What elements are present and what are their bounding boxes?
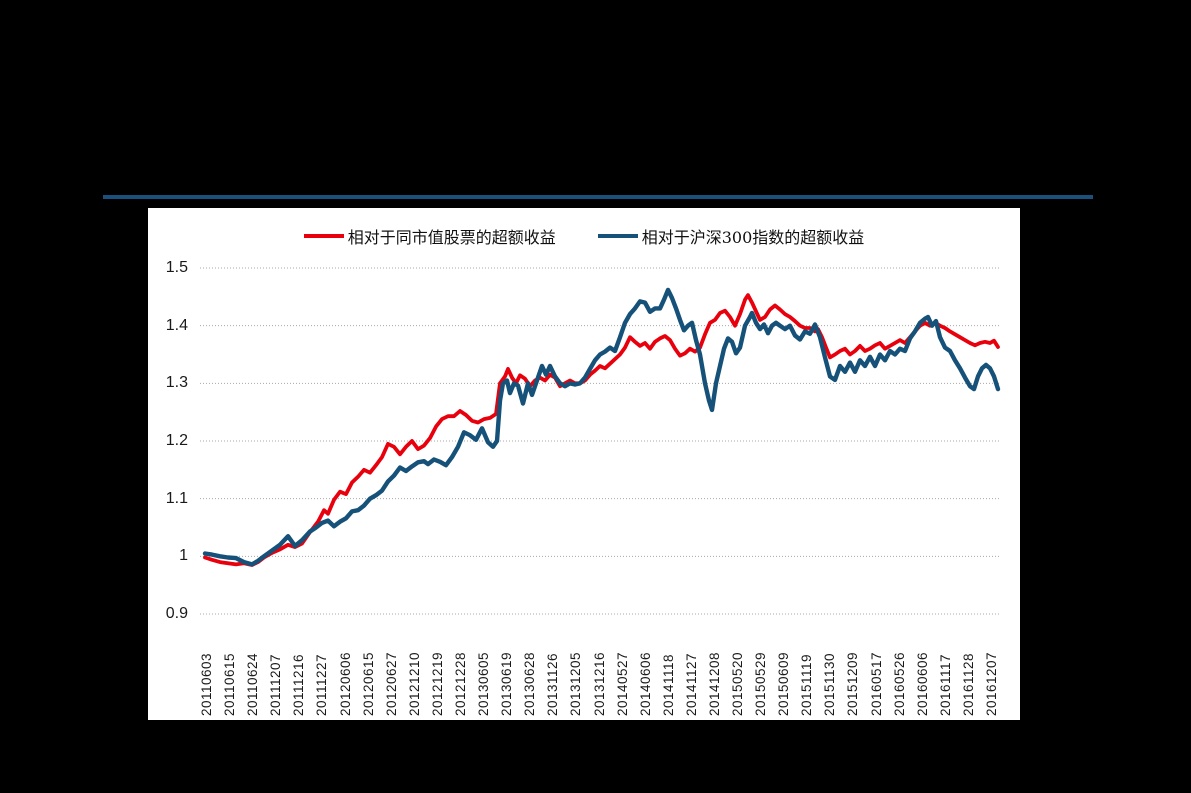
x-axis-tick-label: 20141208	[706, 651, 722, 716]
legend-label: 相对于沪深300指数的超额收益	[641, 228, 865, 247]
x-axis-tick-label: 20131216	[591, 651, 607, 716]
y-axis-tick-label: 1.5	[165, 259, 188, 276]
top-divider-rule	[103, 195, 1093, 199]
series-line-blue	[202, 287, 1001, 567]
x-axis-tick-label: 20120627	[383, 651, 399, 716]
x-axis-tick-label: 20161117	[937, 653, 953, 716]
y-axis-tick-label: 1.3	[165, 374, 188, 392]
legend-item-vs-same-cap: 相对于同市值股票的超额收益	[303, 224, 556, 248]
y-axis-tick-label: 0.9	[165, 605, 188, 622]
x-axis-tick-label: 20141118	[660, 653, 676, 716]
x-axis-tick-label: 20161207	[984, 651, 999, 716]
x-axis-tick-label: 20121219	[429, 651, 445, 716]
x-axis-tick-label: 20141127	[683, 652, 699, 716]
chart-legend: 相对于同市值股票的超额收益 相对于沪深300指数的超额收益	[148, 224, 1020, 248]
x-axis-tick-label: 20120606	[337, 651, 353, 716]
legend-item-vs-hs300: 相对于沪深300指数的超额收益	[597, 224, 865, 248]
x-axis-tick-label: 20121210	[406, 651, 422, 716]
x-axis-tick-label: 20150520	[730, 651, 746, 716]
legend-label: 相对于同市值股票的超额收益	[347, 228, 556, 247]
y-axis-tick-label: 1.1	[165, 489, 188, 507]
x-axis-tick-label: 20160526	[891, 651, 907, 716]
x-axis-tick-label: 20110615	[222, 652, 238, 716]
x-axis-tick-label: 20130628	[522, 651, 538, 716]
series-line-red	[203, 293, 1000, 567]
x-axis-tick-label: 20140527	[614, 651, 630, 716]
x-axis-tick-label: 20110624	[245, 652, 261, 716]
y-axis-tick-label: 1	[179, 547, 188, 565]
x-axis-tick-label: 20151119	[799, 653, 815, 716]
x-axis-tick-label: 20110603	[199, 652, 214, 716]
x-axis-tick-label: 20161128	[960, 652, 976, 716]
x-axis-tick-label: 20120615	[360, 651, 376, 716]
legend-line-swatch-blue	[597, 234, 638, 238]
x-axis-tick-label: 20150529	[753, 651, 769, 716]
x-axis-tick-label: 20111227	[314, 653, 330, 716]
x-axis-tick-label: 20150609	[776, 651, 792, 716]
line-chart-plot	[200, 267, 1001, 615]
y-axis-tick-label: 1.4	[165, 316, 188, 334]
x-axis-tick-label: 20151209	[845, 651, 861, 716]
x-axis-tick-label: 20131126	[545, 652, 561, 716]
x-axis-tick-label: 20130619	[499, 651, 515, 716]
legend-line-swatch-red	[303, 234, 344, 238]
x-axis-tick-label: 20111207	[268, 653, 284, 716]
x-axis-tick-label: 20140606	[637, 651, 653, 716]
chart-panel: 相对于同市值股票的超额收益 相对于沪深300指数的超额收益 1.5 1.4 1.3 1…	[148, 208, 1020, 720]
x-axis-tick-label: 20131205	[568, 651, 584, 716]
x-axis-tick-label: 20130605	[476, 651, 492, 716]
x-axis-tick-label: 20111216	[291, 653, 307, 716]
x-axis-tick-label: 20151130	[822, 652, 838, 716]
x-axis-tick-label: 20160606	[914, 651, 930, 716]
x-axis-tick-label: 20121228	[452, 651, 468, 716]
y-axis-tick-label: 1.2	[165, 432, 188, 449]
x-axis-tick-label: 20160517	[868, 651, 884, 716]
